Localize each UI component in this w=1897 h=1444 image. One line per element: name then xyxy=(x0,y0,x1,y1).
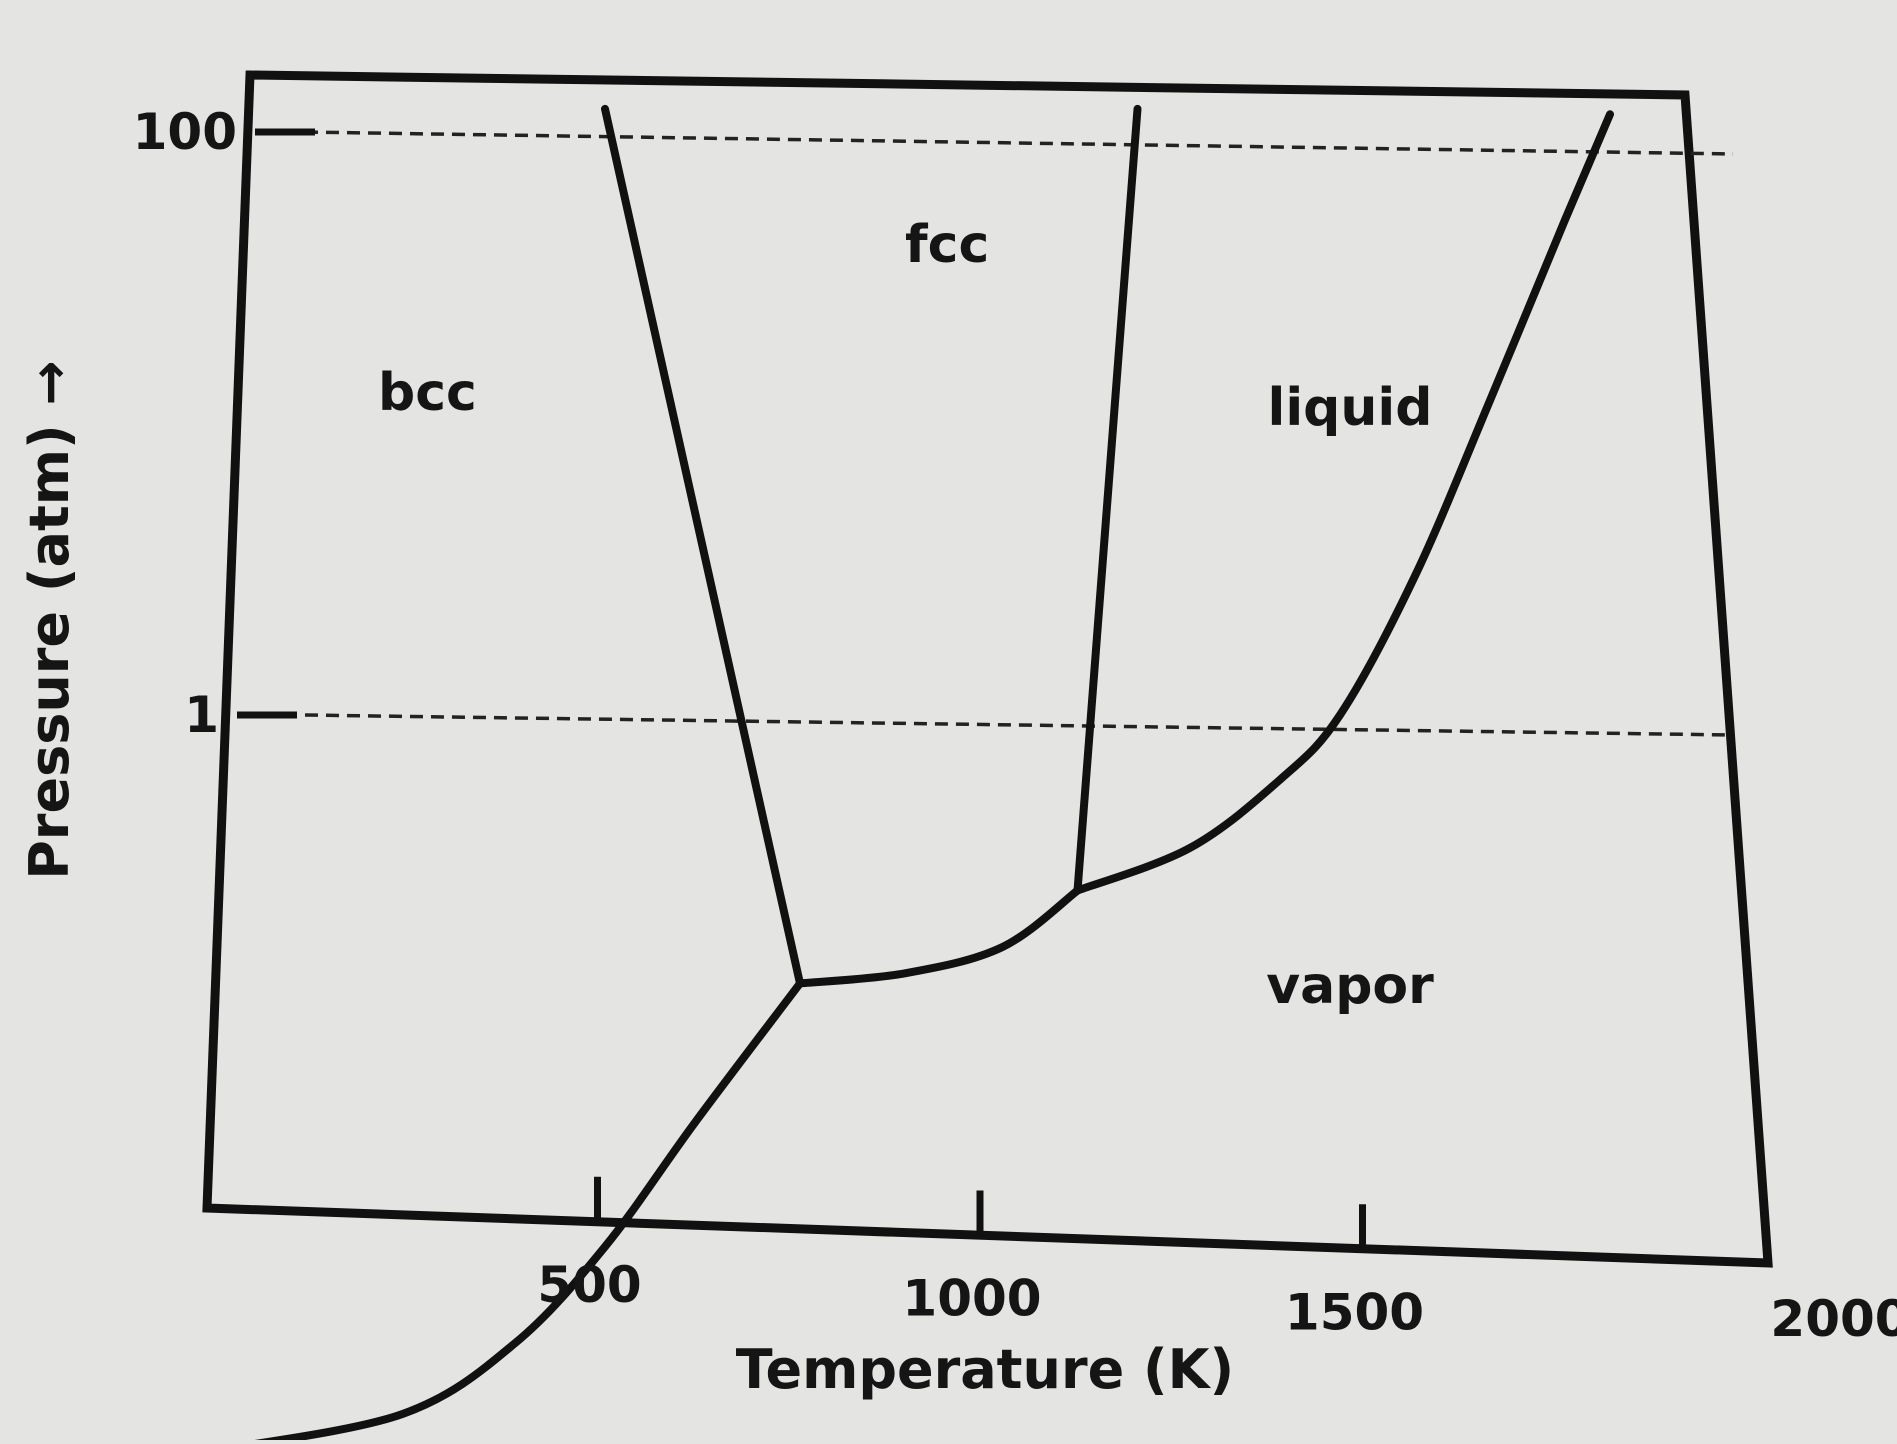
boundary-liquid-vapor xyxy=(1073,110,1614,895)
reference-lines xyxy=(304,130,1734,737)
region-label-bcc: bcc xyxy=(378,363,477,423)
x-tick-label-1000: 1000 xyxy=(902,1270,1041,1328)
x-axis-title: Temperature (K) xyxy=(736,1338,1234,1401)
region-label-fcc: fcc xyxy=(905,215,989,275)
region-label-liquid: liquid xyxy=(1268,378,1433,438)
region-label-vapor: vapor xyxy=(1266,956,1434,1016)
boundary-fcc-liquid xyxy=(1073,104,1142,895)
chart-text: 1 100 500 1000 1500 2000 Temperature (K) Pressu… xyxy=(18,103,1897,1401)
x-tick-label-500: 500 xyxy=(537,1256,641,1314)
y-axis-title: Pressure (atm) → xyxy=(18,360,81,880)
y-tick-label-1: 1 xyxy=(184,686,219,744)
phase-boundaries xyxy=(228,104,1614,1444)
axis-ticks xyxy=(237,128,1366,1250)
y-tick-label-100: 100 xyxy=(133,103,237,161)
reference-line-1-atm xyxy=(304,713,1734,737)
reference-line-100-atm xyxy=(304,130,1734,156)
boundary-bcc-fcc xyxy=(601,104,804,988)
x-tick-label-2000: 2000 xyxy=(1770,1290,1897,1348)
x-tick-label-1500: 1500 xyxy=(1285,1283,1424,1341)
boundary-bcc-vapor xyxy=(228,979,804,1444)
boundary-fcc-vapor xyxy=(796,886,1082,988)
plot-frame xyxy=(202,70,1773,1268)
plot-frame-layer xyxy=(202,70,1773,1268)
